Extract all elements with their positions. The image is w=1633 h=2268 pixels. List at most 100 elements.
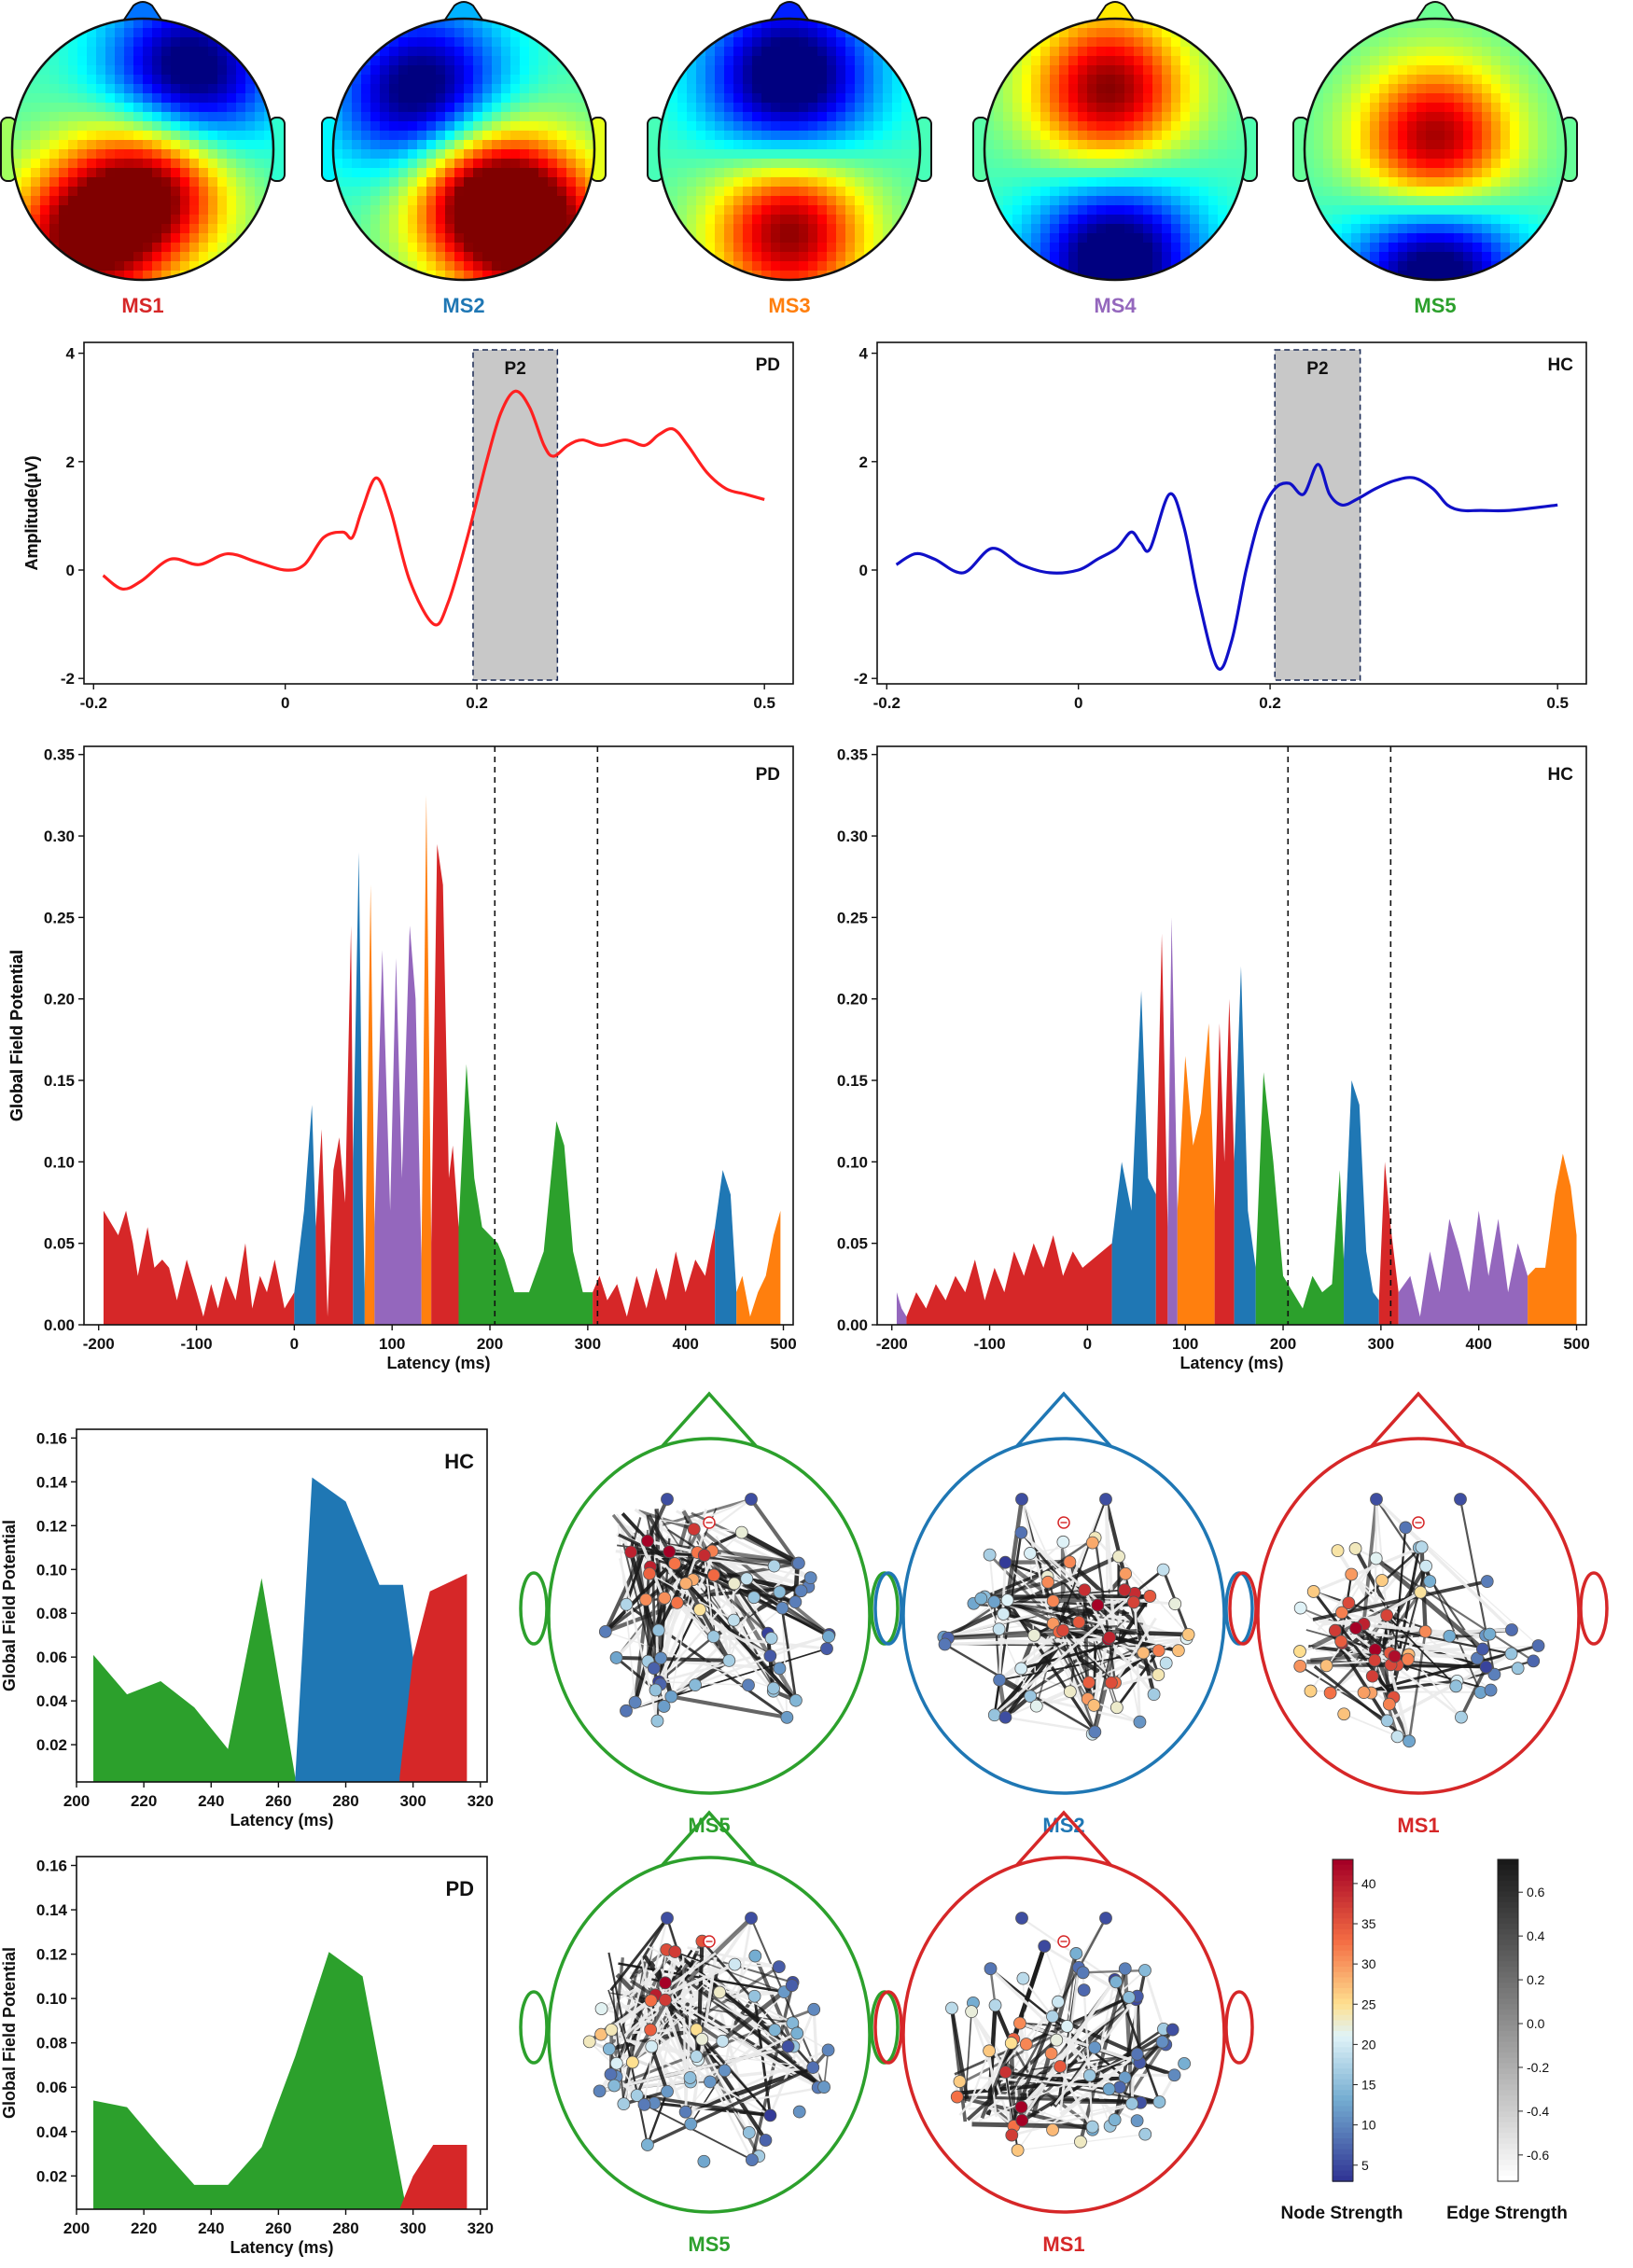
topomap-cell <box>1333 84 1343 94</box>
electrode-node <box>1388 1649 1402 1663</box>
topomap-cell <box>1491 252 1501 262</box>
topomap-cell <box>1003 233 1013 243</box>
topomap-cell <box>1022 252 1032 262</box>
electrode-node <box>745 1912 758 1925</box>
gfp-segment-ms1 <box>1214 998 1235 1325</box>
topomap-cell <box>836 271 846 280</box>
topomap-cell <box>855 252 865 262</box>
topomap-cell <box>1227 177 1237 188</box>
topomap-cell <box>1528 205 1539 216</box>
network-edge <box>1375 1497 1514 1632</box>
topomap-cell <box>342 159 353 169</box>
y-tick-label: -2 <box>854 670 868 688</box>
topomap-cell <box>1333 112 1343 122</box>
topomap-cell <box>87 168 97 178</box>
topomap-cell <box>361 112 371 122</box>
topomap-cell <box>133 243 144 253</box>
topomap-cell <box>817 233 828 243</box>
topomap-cell <box>1435 196 1445 206</box>
topomap-cell <box>1227 131 1237 141</box>
topomap-cell <box>370 149 381 160</box>
topomap-cell <box>1162 37 1172 48</box>
electrode-node <box>1044 2047 1058 2060</box>
topomap-cell <box>473 233 483 243</box>
topomap-cell <box>817 112 828 122</box>
topomap-cell <box>152 261 162 271</box>
topomap-cell <box>548 149 558 160</box>
colorbar-cell <box>1333 1945 1353 1952</box>
topomap-cell <box>864 121 874 132</box>
topomap-cell <box>1472 205 1483 216</box>
topomap-cell <box>1454 196 1464 206</box>
gfp-segment-ms2 <box>295 1477 413 1782</box>
topomap-cell <box>780 271 790 280</box>
topomap-cell <box>1305 131 1315 141</box>
topomap-cell <box>408 205 418 216</box>
topomap-cell <box>408 149 418 160</box>
topomap-cell <box>1472 84 1483 94</box>
topomap-cell <box>510 28 521 38</box>
topomap-cell <box>1050 93 1060 104</box>
topomap-cell <box>21 131 32 141</box>
colorbar-cell <box>1498 1907 1518 1914</box>
electrode-node <box>1130 2114 1144 2128</box>
electrode-node <box>945 2001 958 2015</box>
topomap-cell <box>1218 196 1228 206</box>
topomap-cell <box>1068 65 1079 76</box>
topomap-cell <box>1500 47 1511 57</box>
topomap-cell <box>12 84 22 94</box>
topomap-cell <box>752 177 762 188</box>
topomap-cell <box>1351 84 1361 94</box>
topomap-cell <box>1096 84 1107 94</box>
topomap-cell <box>817 93 828 104</box>
topomap-cell <box>994 177 1004 188</box>
topomap-cell <box>566 177 577 188</box>
topomap-cell <box>883 187 893 197</box>
topomap-cell <box>171 93 181 104</box>
topomap-outline <box>657 17 922 282</box>
colorbar-cell <box>1498 1891 1518 1899</box>
topomap-cell <box>1162 65 1172 76</box>
topomap-cell <box>49 131 60 141</box>
topomap-cell <box>1218 93 1228 104</box>
topomap-cell <box>342 121 353 132</box>
topomap-cell <box>417 243 427 253</box>
topomap-cell <box>1454 103 1464 113</box>
topomap-cell <box>1171 56 1181 66</box>
electrode-node <box>609 1651 623 1664</box>
electrode-node <box>1455 1710 1468 1724</box>
topomap-cell <box>227 103 237 113</box>
topomap-cell <box>245 205 256 216</box>
topomap-cell <box>1134 243 1144 253</box>
topomap-cell <box>743 261 753 271</box>
network-edge <box>659 1597 666 1685</box>
topomap-cell <box>1059 252 1069 262</box>
colorbar-cell <box>1498 1988 1518 1995</box>
topomap-cell <box>724 187 734 197</box>
topomap-cell <box>873 196 884 206</box>
topomap-cell <box>115 168 125 178</box>
topomap-cell <box>199 93 209 104</box>
topomap-cell <box>538 65 549 76</box>
topomap-cell <box>855 56 865 66</box>
topomap-cell <box>1180 243 1191 253</box>
topomap-cell <box>724 112 734 122</box>
topomap-cell <box>1426 215 1436 225</box>
topomap-cell <box>1171 233 1181 243</box>
topomap-cell <box>1351 168 1361 178</box>
topomap-cell <box>883 131 893 141</box>
topomap-cell <box>473 168 483 178</box>
topomap-cell <box>1370 215 1380 225</box>
topomap-cell <box>31 103 41 113</box>
network-edge <box>696 1983 794 2062</box>
topomap-cell <box>115 205 125 216</box>
topomap-cell <box>771 47 781 57</box>
topomap-cell <box>96 187 106 197</box>
topomap-cell <box>799 131 809 141</box>
topomap-cell <box>1389 261 1399 271</box>
topomap-cell <box>389 121 399 132</box>
topomap-cell <box>1143 233 1153 243</box>
gfp-segment-ms1 <box>399 1573 468 1782</box>
topomap-cell <box>1500 159 1511 169</box>
topomap-cell <box>482 131 493 141</box>
